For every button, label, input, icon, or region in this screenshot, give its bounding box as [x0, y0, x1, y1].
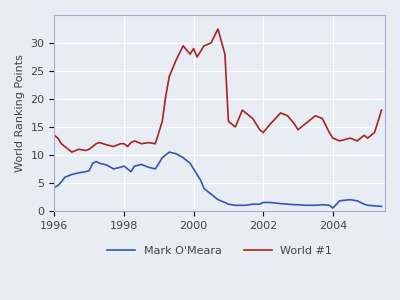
World #1 — [70, 150, 74, 154]
Mark O'Meara — [52, 186, 57, 189]
World #1 — [118, 142, 123, 146]
Line: World #1: World #1 — [54, 29, 382, 152]
World #1 — [337, 139, 342, 143]
Y-axis label: World Ranking Points: World Ranking Points — [15, 54, 25, 172]
Mark O'Meara — [379, 205, 384, 208]
Mark O'Meara — [167, 150, 172, 154]
World #1 — [216, 27, 220, 31]
World #1 — [132, 139, 137, 143]
World #1 — [52, 134, 57, 137]
Mark O'Meara — [122, 164, 126, 168]
World #1 — [240, 108, 245, 112]
World #1 — [202, 44, 206, 48]
Mark O'Meara — [118, 165, 123, 169]
Mark O'Meara — [257, 202, 262, 206]
Mark O'Meara — [365, 203, 370, 207]
Mark O'Meara — [327, 203, 332, 207]
Legend: Mark O'Meara, World #1: Mark O'Meara, World #1 — [103, 241, 337, 260]
Line: Mark O'Meara: Mark O'Meara — [54, 152, 382, 208]
Mark O'Meara — [285, 202, 290, 206]
World #1 — [379, 108, 384, 112]
Mark O'Meara — [330, 206, 335, 210]
World #1 — [83, 148, 88, 152]
